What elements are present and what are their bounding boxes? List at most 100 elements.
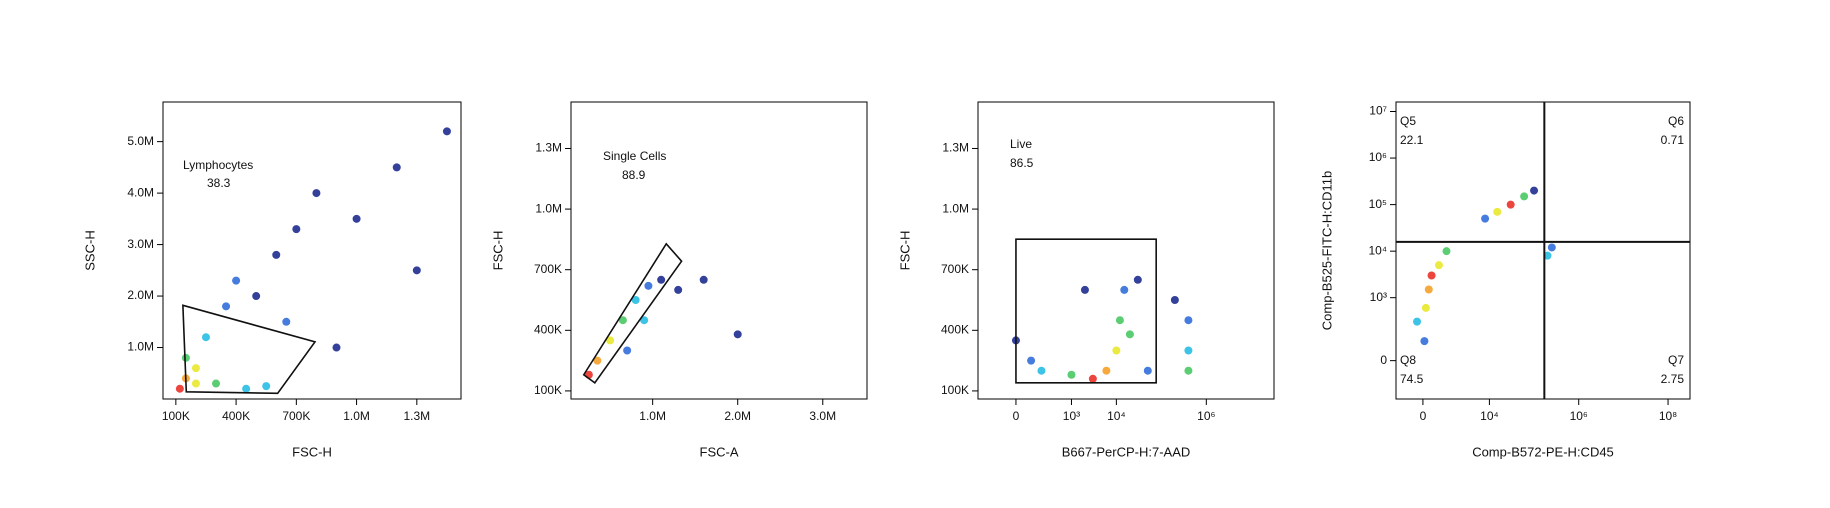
y-axis-label: SSC-H [82, 230, 97, 270]
event-point [332, 343, 341, 352]
event-point [1421, 303, 1430, 312]
event-point [352, 214, 361, 223]
x-tick-label: 10⁶ [1197, 409, 1215, 423]
x-axis-label: FSC-H [292, 444, 332, 459]
y-tick-label: 5.0M [127, 134, 154, 148]
event-point [1413, 317, 1422, 326]
event-point [1520, 192, 1529, 201]
x-tick-label: 1.0M [343, 409, 370, 423]
event-point [733, 330, 742, 339]
gate-percent: 88.9 [622, 168, 646, 182]
event-point [1434, 261, 1443, 270]
event-point [1506, 200, 1515, 209]
event-point [1143, 366, 1152, 375]
y-tick-label: 3.0M [127, 237, 154, 251]
quadrant-percent: 0.71 [1661, 133, 1685, 147]
plot-frame [1395, 101, 1691, 400]
event-point [191, 379, 200, 388]
event-point [222, 302, 231, 311]
event-point [1027, 356, 1036, 365]
x-axis-label: FSC-A [700, 444, 739, 459]
event-point [640, 316, 649, 325]
x-tick-label: 3.0M [809, 409, 836, 423]
event-point [1493, 207, 1502, 216]
x-tick-label: 400K [222, 409, 250, 423]
event-point [1543, 251, 1552, 260]
y-tick-label: 400K [941, 322, 969, 336]
event-point [1125, 330, 1134, 339]
x-tick-label: 700K [282, 409, 310, 423]
event-point [1481, 214, 1490, 223]
x-tick-label: 0 [1013, 409, 1020, 423]
y-tick-label: 2.0M [127, 288, 154, 302]
x-tick-label: 100K [162, 409, 190, 423]
x-tick-label: 10⁴ [1107, 409, 1126, 423]
plot-frame [570, 101, 868, 400]
y-tick-label: 1.0M [127, 340, 154, 354]
gate-percent: 38.3 [207, 176, 231, 190]
plot-frame [162, 101, 462, 400]
x-tick-label: 0 [1420, 409, 1427, 423]
event-point [212, 379, 221, 388]
event-point [1184, 316, 1193, 325]
event-point [242, 384, 251, 393]
event-point [392, 163, 401, 172]
event-point [606, 336, 615, 345]
event-point [412, 266, 421, 275]
event-point [201, 333, 210, 342]
y-tick-label: 10⁶ [1369, 150, 1387, 164]
event-point [181, 353, 190, 362]
event-point [1112, 346, 1121, 355]
y-tick-label: 1.0M [535, 201, 562, 215]
y-axis-label: Comp-B525-FITC-H:CD11b [1319, 171, 1334, 330]
quadrant-name: Q5 [1400, 114, 1416, 128]
event-point [1120, 285, 1129, 294]
quadrant-percent: 74.5 [1400, 372, 1424, 386]
quadrant-name: Q6 [1668, 114, 1684, 128]
y-tick-label: 700K [941, 262, 969, 276]
event-point [631, 296, 640, 304]
event-point [593, 356, 602, 365]
event-point [644, 281, 653, 290]
event-point [699, 275, 708, 284]
gate [182, 304, 317, 395]
event-point [232, 276, 241, 285]
quadrant-name: Q8 [1400, 353, 1416, 367]
y-tick-label: 400K [534, 322, 562, 336]
event-point [312, 189, 321, 198]
event-point [1442, 247, 1451, 256]
event-point [1133, 275, 1142, 284]
gate [1015, 238, 1157, 384]
quadrant-percent: 22.1 [1400, 133, 1424, 147]
x-tick-label: 10⁴ [1480, 409, 1499, 423]
event-point [252, 292, 261, 301]
x-tick-label: 10⁸ [1659, 409, 1677, 423]
y-tick-label: 10⁵ [1369, 197, 1387, 211]
x-tick-label: 10⁶ [1570, 409, 1588, 423]
x-axis-label: B667-PerCP-H:7-AAD [1062, 444, 1191, 459]
quadrant-name: Q7 [1668, 353, 1684, 367]
event-point [1067, 370, 1076, 379]
y-tick-label: 1.3M [942, 141, 969, 155]
quadrant-percent: 2.75 [1661, 372, 1685, 386]
y-tick-label: 0 [1380, 353, 1387, 367]
gate-name: Single Cells [603, 149, 666, 163]
event-point [1115, 316, 1124, 325]
event-point [1420, 337, 1429, 346]
event-point [272, 250, 281, 259]
event-point [674, 285, 683, 294]
y-tick-label: 10³ [1370, 290, 1387, 304]
event-point [1170, 296, 1179, 304]
event-point [1184, 366, 1193, 375]
y-axis-label: FSC-H [490, 231, 505, 271]
y-tick-label: 1.0M [942, 201, 969, 215]
y-tick-label: 100K [534, 383, 562, 397]
event-point [442, 127, 451, 136]
y-tick-label: 100K [941, 383, 969, 397]
event-point [262, 382, 271, 391]
event-point [1530, 186, 1539, 195]
y-tick-label: 10⁴ [1368, 243, 1387, 257]
event-point [1037, 366, 1046, 375]
